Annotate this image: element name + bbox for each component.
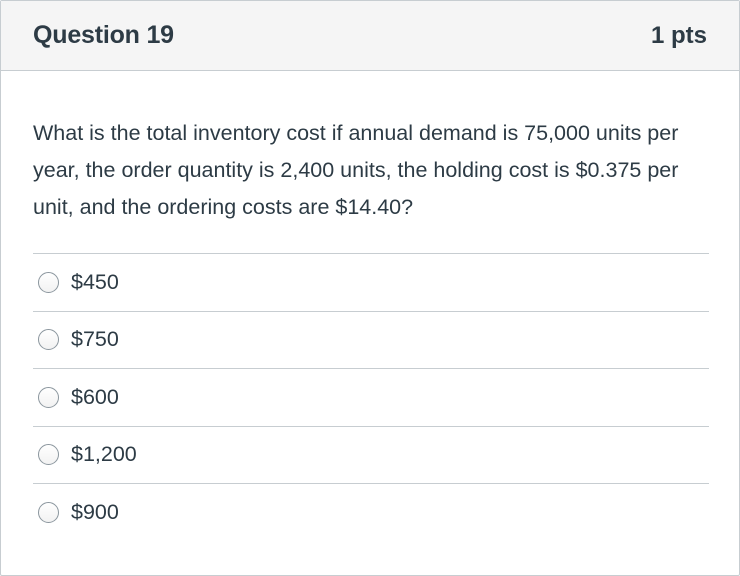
answer-option[interactable]: $450 <box>33 254 709 312</box>
answer-option[interactable]: $600 <box>33 369 709 427</box>
radio-button[interactable] <box>38 444 59 466</box>
question-text: What is the total inventory cost if annu… <box>33 121 679 219</box>
answer-label: $900 <box>71 500 119 525</box>
answer-label: $750 <box>71 327 119 352</box>
radio-button[interactable] <box>38 386 59 408</box>
answer-option[interactable]: $750 <box>33 312 709 369</box>
answer-list: $450 $750 $600 $1,200 $900 <box>33 253 709 542</box>
radio-button[interactable] <box>38 271 59 293</box>
radio-button[interactable] <box>38 502 59 524</box>
answer-label: $450 <box>71 269 119 294</box>
answer-label: $1,200 <box>71 442 137 467</box>
answer-option[interactable]: $900 <box>33 484 709 542</box>
question-title: Question 19 <box>33 21 174 49</box>
question-header: Question 19 1 pts <box>1 1 739 71</box>
radio-button[interactable] <box>38 329 59 351</box>
answer-label: $600 <box>71 384 119 409</box>
question-body: What is the total inventory cost if annu… <box>1 71 739 542</box>
question-points: 1 pts <box>650 21 707 49</box>
answer-option[interactable]: $1,200 <box>33 427 709 484</box>
